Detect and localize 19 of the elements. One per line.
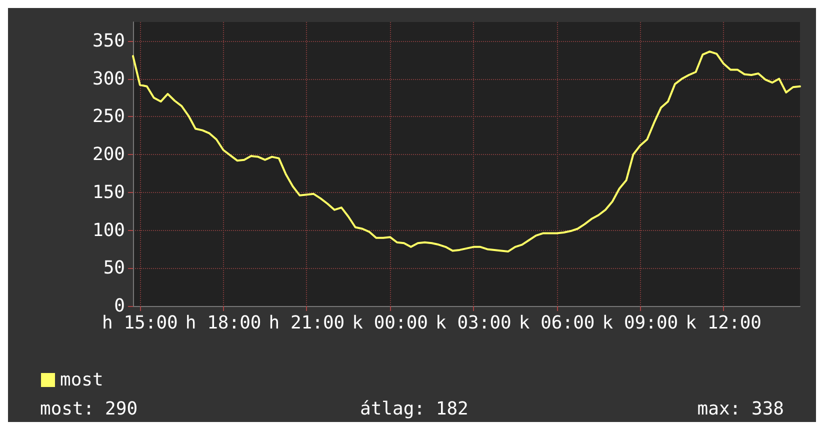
y-tick-label: 350 [92,30,125,52]
x-tick-label: k 12:00 [686,312,762,334]
y-tick-label: 100 [92,220,125,241]
text: max: 338 [697,398,784,420]
text: átlag: 182 [360,398,468,420]
text: most: 290 [40,398,138,420]
x-tick-label: k 06:00 [518,312,595,334]
y-tick-label: 150 [92,182,125,203]
y-tick-label: 200 [92,144,125,166]
x-tick-label: k 00:00 [352,312,428,334]
y-tick-label: 250 [92,106,125,128]
x-tick-label: k 03:00 [436,312,512,334]
y-tick-label: 300 [92,68,125,90]
y-tick-label: 50 [103,258,125,279]
line-series [132,50,801,252]
x-tick-label: h 21:00 [268,312,345,334]
legend-label: most [60,370,104,390]
x-tick-label: k 09:00 [602,312,678,334]
x-tick-label: h 18:00 [185,312,262,334]
